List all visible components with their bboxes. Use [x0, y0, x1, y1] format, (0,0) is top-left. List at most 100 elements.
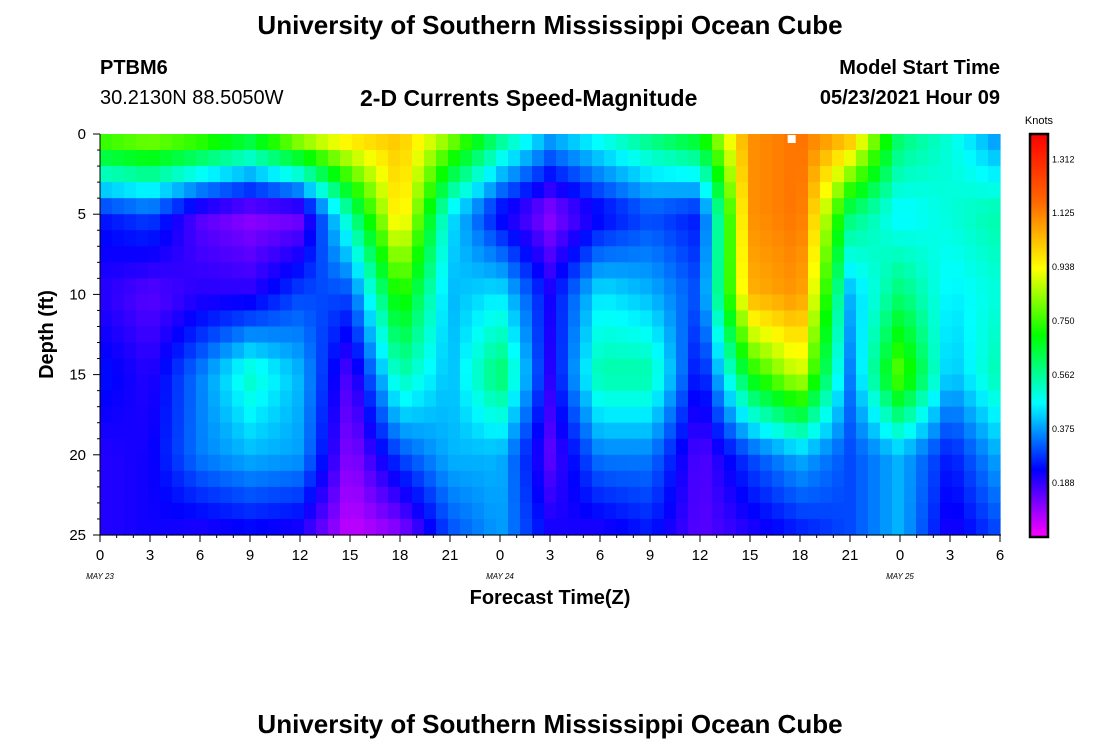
heatmap-cell [880, 518, 893, 536]
heatmap-cell [904, 326, 917, 344]
heatmap-cell [364, 230, 377, 247]
heatmap-cell [844, 518, 857, 536]
heatmap-cell [796, 134, 809, 151]
x-tick-label: 12 [292, 547, 309, 564]
heatmap-cell [388, 294, 401, 312]
heatmap-cell [736, 310, 749, 328]
heatmap-cell [556, 310, 569, 328]
heatmap-cell [712, 390, 725, 408]
heatmap-cell [880, 182, 893, 199]
heatmap-cell [628, 294, 641, 312]
heatmap-cell [364, 150, 377, 167]
heatmap-cell [628, 486, 641, 504]
heatmap-cell [892, 486, 905, 504]
heatmap-cell [256, 342, 269, 360]
heatmap-cell [160, 390, 173, 408]
heatmap-cell [172, 454, 185, 472]
heatmap-cell [352, 470, 365, 488]
heatmap-cell [496, 166, 509, 183]
heatmap-cell [412, 390, 425, 408]
heatmap-cell [988, 134, 1001, 151]
heatmap-cell [136, 134, 149, 151]
heatmap-cell [172, 326, 185, 344]
heatmap-cell [652, 214, 665, 231]
heatmap-cell [928, 438, 941, 456]
heatmap-cell [256, 518, 269, 536]
heatmap-cell [364, 502, 377, 520]
heatmap-cell [304, 390, 317, 408]
heatmap-cell [676, 134, 689, 151]
x-tick-label: 15 [342, 547, 359, 564]
heatmap-cell [820, 486, 833, 504]
heatmap-cell [508, 406, 521, 424]
heatmap-cell [784, 374, 797, 392]
heatmap-cell [328, 294, 341, 312]
heatmap-cell [292, 406, 305, 424]
heatmap-cell [340, 166, 353, 183]
heatmap-cell [508, 198, 521, 215]
heatmap-cell [340, 342, 353, 360]
heatmap-cell [400, 406, 413, 424]
heatmap-cell [376, 422, 389, 440]
heatmap-cell [544, 326, 557, 344]
heatmap-cell [568, 326, 581, 344]
heatmap-cell [904, 390, 917, 408]
heatmap-cell [604, 470, 617, 488]
heatmap-cell [580, 486, 593, 504]
heatmap-cell [280, 406, 293, 424]
heatmap-cell [472, 390, 485, 408]
heatmap-cell [628, 406, 641, 424]
heatmap-cell [148, 502, 161, 520]
heatmap-cell [400, 358, 413, 376]
heatmap-cell [988, 278, 1001, 295]
heatmap-cell [928, 358, 941, 376]
heatmap-cell [484, 326, 497, 344]
heatmap-cell [532, 406, 545, 424]
heatmap-cell [784, 326, 797, 344]
heatmap-cell [208, 166, 221, 183]
heatmap-cell [568, 278, 581, 295]
heatmap-cell [256, 486, 269, 504]
heatmap-cell [784, 166, 797, 183]
heatmap-cell [388, 246, 401, 263]
heatmap-cell [124, 438, 137, 456]
heatmap-cell [580, 150, 593, 167]
heatmap-cell [364, 390, 377, 408]
heatmap-cell [664, 134, 677, 151]
heatmap-cell [868, 262, 881, 279]
heatmap-cell [412, 150, 425, 167]
heatmap-cell [268, 262, 281, 279]
heatmap-cell [400, 486, 413, 504]
heatmap-cell [148, 198, 161, 215]
heatmap-cell [760, 150, 773, 167]
heatmap-cell [280, 294, 293, 312]
heatmap-cell [496, 278, 509, 295]
heatmap-cell [916, 374, 929, 392]
heatmap-cell [124, 150, 137, 167]
heatmap-cell [364, 198, 377, 215]
heatmap-cell [976, 342, 989, 360]
heatmap-cell [508, 230, 521, 247]
heatmap-cell [508, 438, 521, 456]
heatmap-cell [436, 134, 449, 151]
heatmap-cell [520, 134, 533, 151]
heatmap-cell [376, 278, 389, 295]
heatmap-cell [688, 150, 701, 167]
heatmap-cell [112, 454, 125, 472]
heatmap-cell [196, 422, 209, 440]
heatmap-cell [712, 342, 725, 360]
heatmap-cell [280, 422, 293, 440]
heatmap-cell [928, 470, 941, 488]
heatmap-cell [100, 198, 113, 215]
heatmap-cell [556, 406, 569, 424]
heatmap-cell [220, 502, 233, 520]
heatmap-cell [772, 150, 785, 167]
heatmap-cell [712, 454, 725, 472]
heatmap-cell [820, 182, 833, 199]
heatmap-cell [916, 278, 929, 295]
heatmap-cell [568, 374, 581, 392]
heatmap-cell [172, 262, 185, 279]
heatmap-cell [688, 422, 701, 440]
heatmap-cell [796, 358, 809, 376]
heatmap-cell [472, 358, 485, 376]
